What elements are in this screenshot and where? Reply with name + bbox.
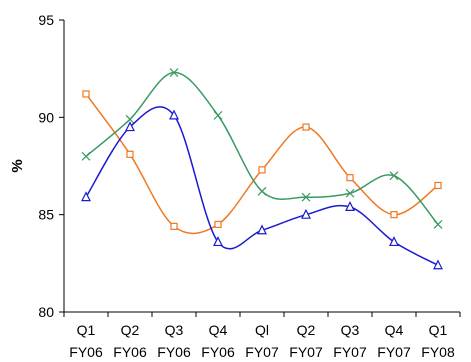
x-tick-label-4-line2: FY07 — [245, 344, 279, 360]
x-tick-label-3-line1: Q4 — [209, 322, 228, 338]
series-1-point-6 — [345, 188, 355, 198]
x-tick-label-0-line1: Q1 — [77, 322, 96, 338]
x-tick-label-2-line2: FY06 — [157, 344, 191, 360]
series-0-point-6 — [346, 174, 354, 182]
series-0-point-1 — [126, 150, 134, 158]
y-tick-label-90: 90 — [38, 109, 54, 125]
series-layer — [81, 68, 443, 270]
labels-layer: 80 85 90 95 Q1 FY06 Q2 FY06 Q3 FY06 Q4 FY06 Ql FY07 Q2… — [9, 12, 455, 360]
y-tick-label-80: 80 — [38, 304, 54, 320]
series-0-point-3 — [214, 220, 222, 228]
series-1-point-2 — [169, 68, 179, 77]
series-1-point-4-b — [257, 186, 267, 196]
x-tick-label-5-line2: FY07 — [289, 344, 323, 360]
series-1-point-7-b — [389, 171, 399, 181]
series-0-point-0 — [82, 90, 90, 98]
series-0-point-2 — [170, 222, 178, 230]
series-0-point-8 — [434, 181, 442, 190]
series-1-point-1 — [125, 114, 135, 124]
x-tick-label-0-line2: FY06 — [69, 344, 103, 360]
series-2-point-5 — [301, 208, 311, 219]
series-1-point-6-b — [345, 188, 355, 198]
series-0-line — [85, 93, 439, 235]
x-tick-label-1-line2: FY06 — [113, 344, 147, 360]
series-0-point-4 — [258, 166, 266, 174]
series-1-x — [81, 68, 443, 229]
series-2-point-4 — [257, 224, 267, 235]
series-2-point-1 — [125, 121, 135, 132]
series-1-point-4 — [257, 186, 267, 196]
series-1-point-8-b — [433, 219, 443, 229]
y-tick-label-95: 95 — [38, 12, 54, 28]
series-1-point-2-b — [169, 68, 179, 77]
axes — [59, 19, 461, 317]
series-2-triangle — [81, 106, 443, 270]
series-1-point-5-b — [301, 192, 311, 202]
series-2-point-0 — [81, 191, 91, 202]
series-0-square — [82, 90, 442, 235]
series-1-point-5 — [301, 192, 311, 202]
series-1-point-7 — [389, 171, 399, 181]
x-tick-label-7-line1: Q4 — [385, 322, 404, 338]
series-1-line — [85, 71, 439, 225]
series-0-point-5 — [302, 123, 310, 131]
x-tick-label-8-line2: FY08 — [421, 344, 455, 360]
x-tick-label-2-line1: Q3 — [165, 322, 184, 338]
series-2-line — [85, 106, 439, 266]
x-tick-label-6-line1: Q3 — [341, 322, 360, 338]
series-1-point-3 — [213, 110, 223, 120]
x-tick-label-6-line2: FY07 — [333, 344, 367, 360]
series-2-point-7 — [389, 236, 399, 247]
x-tick-label-4-line1: Ql — [255, 322, 269, 338]
series-2-point-8 — [433, 259, 443, 270]
x-tick-label-8-line1: Q1 — [429, 322, 448, 338]
series-2-point-3 — [213, 236, 223, 247]
series-1-point-0-b — [81, 151, 91, 161]
series-0-point-7 — [390, 211, 398, 219]
x-tick-label-1-line1: Q2 — [121, 322, 140, 338]
series-2-point-6 — [345, 201, 355, 211]
x-tick-label-7-line2: FY07 — [377, 344, 411, 360]
y-axis-title: % — [9, 159, 26, 172]
y-tick-label-85: 85 — [38, 207, 54, 223]
x-tick-label-5-line1: Q2 — [297, 322, 316, 338]
series-1-point-3-b — [213, 110, 223, 120]
series-2-point-2 — [169, 109, 179, 120]
series-1-point-0 — [81, 151, 91, 161]
x-tick-label-3-line2: FY06 — [201, 344, 235, 360]
series-1-point-8 — [433, 219, 443, 229]
series-1-point-1-b — [125, 114, 135, 124]
